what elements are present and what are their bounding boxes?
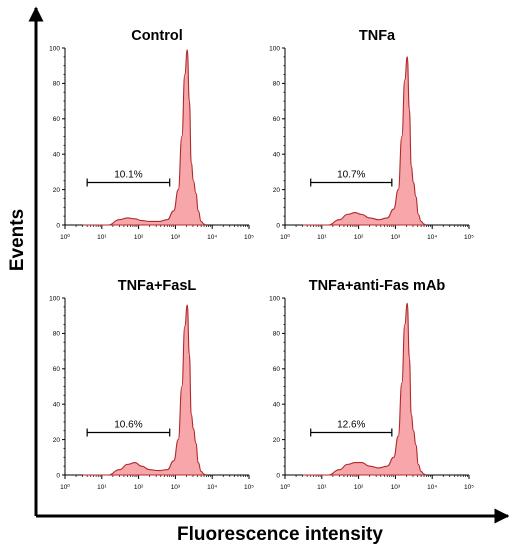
y-tick-label: 100 bbox=[269, 45, 280, 52]
x-tick-label: 10⁵ bbox=[244, 234, 254, 241]
histogram-panel-tnfa: TNFa 0 20 40 60 80 100 10⁰ 10¹ 10² 10³ 10⁴ 10⁵ 10.7% bbox=[269, 28, 474, 241]
x-tick-label: 10⁰ bbox=[60, 233, 70, 241]
histogram-panel-tnfa-fasl: TNFa+FasL 0 20 40 60 80 100 10⁰ 10¹ 10² 10³ 10⁴ 10⁵ 1… bbox=[49, 278, 254, 491]
y-tick-label: 20 bbox=[273, 187, 281, 194]
x-tick-label: 10¹ bbox=[317, 484, 327, 491]
x-tick-label: 10⁰ bbox=[60, 483, 70, 491]
y-tick-label: 60 bbox=[273, 366, 281, 373]
y-tick-label: 40 bbox=[273, 152, 281, 159]
x-tick-label: 10³ bbox=[391, 484, 401, 491]
x-tick-label: 10¹ bbox=[97, 234, 107, 241]
panel-title: TNFa+anti-Fas mAb bbox=[309, 278, 446, 294]
panel-title: Control bbox=[131, 28, 183, 44]
histogram-panel-tnfa-anti-fas-mab: TNFa+anti-Fas mAb 0 20 40 60 80 100 10⁰ 10¹ 10² 10… bbox=[269, 278, 474, 491]
y-tick-label: 60 bbox=[53, 366, 61, 373]
y-tick-label: 40 bbox=[53, 402, 61, 409]
gate-percentage-label: 10.1% bbox=[114, 170, 142, 181]
x-tick-label: 10⁴ bbox=[207, 484, 217, 491]
x-tick-label: 10⁴ bbox=[207, 234, 217, 241]
x-tick-label: 10⁵ bbox=[464, 234, 474, 241]
y-tick-label: 80 bbox=[273, 331, 281, 338]
y-tick-label: 80 bbox=[53, 81, 61, 88]
gate-percentage-label: 10.6% bbox=[114, 420, 142, 431]
x-tick-label: 10² bbox=[354, 484, 364, 491]
y-tick-label: 40 bbox=[273, 402, 281, 409]
x-tick-label: 10² bbox=[134, 234, 144, 241]
y-tick-label: 60 bbox=[273, 116, 281, 123]
x-tick-label: 10⁵ bbox=[464, 484, 474, 491]
x-tick-label: 10³ bbox=[391, 234, 401, 241]
x-tick-label: 10⁴ bbox=[427, 234, 437, 241]
x-tick-label: 10⁵ bbox=[244, 484, 254, 491]
x-tick-label: 10⁰ bbox=[280, 233, 290, 241]
x-tick-label: 10² bbox=[134, 484, 144, 491]
panel-title: TNFa bbox=[359, 28, 396, 44]
x-tick-label: 10² bbox=[354, 234, 364, 241]
y-tick-label: 20 bbox=[53, 187, 61, 194]
histogram-series bbox=[302, 302, 427, 476]
y-tick-label: 100 bbox=[49, 295, 60, 302]
y-tick-label: 60 bbox=[53, 116, 61, 123]
figure-x-axis-title: Fluorescence intensity bbox=[177, 524, 383, 545]
gate-percentage-label: 12.6% bbox=[337, 420, 365, 431]
gate-percentage-label: 10.7% bbox=[337, 170, 365, 181]
histogram-series bbox=[302, 56, 427, 226]
y-tick-label: 0 bbox=[56, 222, 60, 229]
y-tick-label: 20 bbox=[53, 437, 61, 444]
x-tick-label: 10¹ bbox=[97, 484, 107, 491]
histogram-series bbox=[82, 49, 207, 226]
y-tick-label: 0 bbox=[276, 222, 280, 229]
y-tick-label: 100 bbox=[269, 295, 280, 302]
x-tick-label: 10⁴ bbox=[427, 484, 437, 491]
y-tick-label: 0 bbox=[276, 472, 280, 479]
x-tick-label: 10³ bbox=[171, 484, 181, 491]
x-tick-label: 10⁰ bbox=[280, 483, 290, 491]
y-tick-label: 80 bbox=[53, 331, 61, 338]
y-tick-label: 40 bbox=[53, 152, 61, 159]
x-tick-label: 10¹ bbox=[317, 234, 327, 241]
y-tick-label: 20 bbox=[273, 437, 281, 444]
histogram-panel-control: Control 0 20 40 60 80 100 10⁰ 10¹ 10² 10³ 10⁴ 10⁵ 10.… bbox=[49, 28, 254, 241]
figure-y-axis-title: Events bbox=[7, 209, 28, 271]
y-tick-label: 100 bbox=[49, 45, 60, 52]
panel-title: TNFa+FasL bbox=[118, 278, 197, 294]
y-tick-label: 0 bbox=[56, 472, 60, 479]
x-tick-label: 10³ bbox=[171, 234, 181, 241]
y-tick-label: 80 bbox=[273, 81, 281, 88]
histogram-series bbox=[82, 304, 207, 476]
